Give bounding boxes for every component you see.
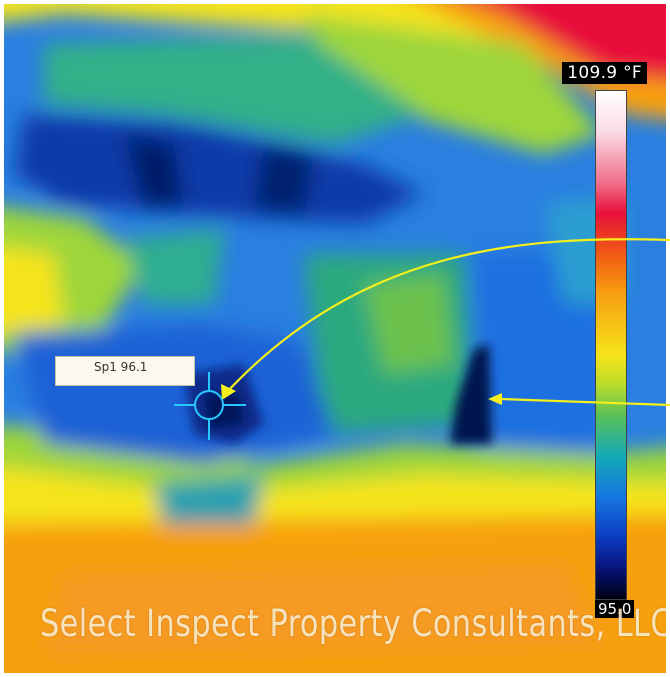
spot-measurement-label: Sp1 96.1: [55, 356, 195, 386]
watermark: Select Inspect Property Consultants, LLC: [40, 602, 666, 645]
scale-max-label: 109.9 °F: [562, 62, 647, 84]
temperature-color-scale: [595, 90, 627, 600]
thermal-image-frame: 109.9 °F 95.0 Sp1 96.1 Select Inspect Pr…: [4, 4, 666, 673]
thermal-image: [4, 4, 666, 673]
scale-min-label: 95.0: [595, 600, 635, 618]
